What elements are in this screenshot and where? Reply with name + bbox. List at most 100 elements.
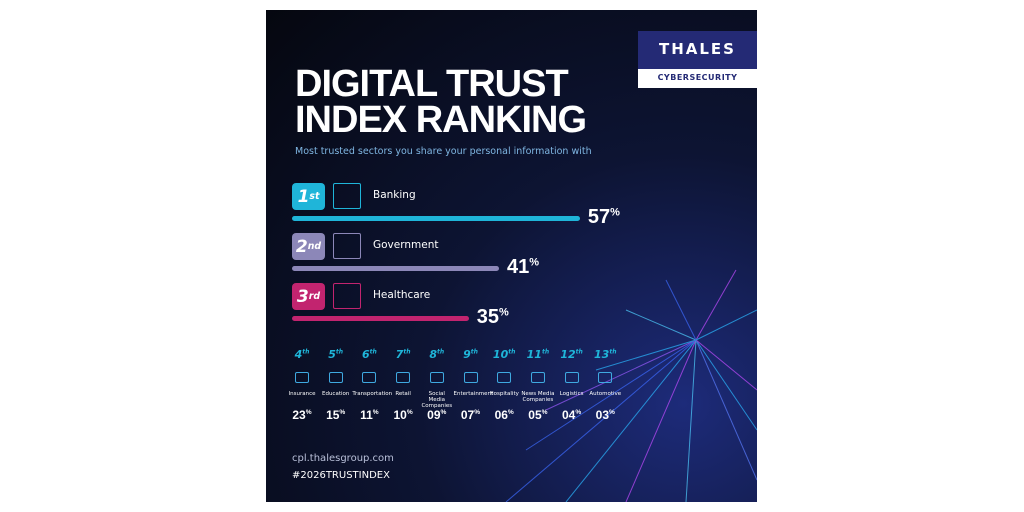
rank-suffix: th — [470, 348, 478, 356]
value: 07 — [460, 408, 475, 422]
bar — [292, 216, 580, 221]
value-label: 03% — [585, 408, 625, 422]
unit: % — [609, 409, 615, 416]
rank-suffix: th — [575, 348, 583, 356]
rank: 10th — [487, 348, 521, 361]
rank-suffix: rd — [308, 291, 321, 302]
unit: % — [507, 409, 514, 416]
rank-number: 5 — [328, 348, 336, 361]
rank-number: 8 — [429, 348, 438, 361]
value-label: 07% — [451, 408, 491, 422]
sector-label: Education — [321, 391, 350, 397]
sector-label: Automotive — [589, 391, 622, 397]
rank: 11th — [521, 348, 555, 361]
rank-number: 3 — [296, 286, 309, 307]
subtitle: Most trusted sectors you share your pers… — [295, 146, 592, 157]
sector-icon — [463, 372, 478, 383]
bar — [292, 266, 500, 271]
value: 10 — [393, 408, 407, 422]
value-label: 35% — [477, 306, 509, 329]
value-label: 04% — [552, 408, 592, 422]
value: 35 — [476, 306, 499, 328]
unit: % — [575, 409, 582, 416]
unit: % — [339, 409, 346, 416]
rank: 6th — [352, 348, 386, 361]
unit: % — [305, 409, 312, 416]
rank-suffix: th — [369, 348, 377, 356]
sector-label: Logistics — [559, 391, 584, 397]
unit: % — [499, 306, 509, 319]
sector-label: News Media Companies — [521, 391, 555, 403]
value: 15 — [326, 408, 340, 422]
rank: 9th — [454, 348, 488, 361]
value-label: 09% — [417, 408, 457, 422]
rank-number: 6 — [361, 348, 370, 361]
rank-suffix: th — [508, 348, 516, 356]
value: 11 — [360, 408, 373, 422]
sector-label: Social Media Companies — [421, 391, 453, 409]
value: 57 — [587, 206, 611, 228]
value: 23 — [292, 408, 306, 422]
sector-label: Banking — [373, 189, 416, 201]
sector-label: Hospitality — [489, 391, 519, 397]
rank: 8th — [420, 348, 454, 361]
sector-icon — [429, 372, 444, 383]
bar — [292, 316, 469, 321]
sector-icon — [362, 372, 377, 383]
sector-icon — [598, 372, 613, 383]
rank-number: 13 — [594, 348, 610, 361]
rank-suffix: th — [541, 348, 550, 356]
rank-number: 1 — [297, 186, 310, 207]
rank-suffix: th — [335, 348, 344, 356]
rank: 13th — [588, 348, 622, 361]
sector-icon — [333, 283, 361, 309]
sector-label: Government — [373, 239, 439, 251]
rank-number: 11 — [526, 348, 542, 361]
sector-icon — [497, 372, 512, 383]
rank: 4th — [285, 348, 319, 361]
unit: % — [541, 409, 548, 416]
value: 04 — [561, 408, 576, 422]
rank-number: 12 — [560, 348, 576, 361]
sector-label: Entertainment — [453, 391, 494, 397]
brand-name: THALES — [658, 40, 736, 58]
value-label: 57% — [588, 206, 620, 229]
rank-suffix: th — [403, 348, 411, 356]
sector-icon — [333, 233, 361, 259]
title: DIGITAL TRUST — [295, 63, 569, 105]
footer-hashtag: #2026TRUSTINDEX — [292, 470, 390, 481]
sector-label: Insurance — [288, 391, 316, 397]
infographic: THALES CYBERSECURITY DIGITAL TRUST INDEX… — [266, 10, 757, 502]
unit: % — [440, 409, 447, 416]
sector-icon — [564, 372, 579, 383]
unit: % — [610, 206, 620, 219]
rank-number: 9 — [463, 348, 471, 361]
value-label: 41% — [507, 256, 539, 279]
value-label: 10% — [383, 408, 423, 422]
rank-number: 2 — [295, 236, 308, 257]
value-label: 15% — [316, 408, 356, 422]
sector-icon — [333, 183, 361, 209]
rank-suffix: th — [437, 348, 445, 356]
value: 41 — [507, 256, 530, 278]
rank-suffix: nd — [307, 241, 322, 252]
sector-icon — [530, 372, 545, 383]
sector-label: Retail — [395, 391, 411, 397]
value: 09 — [427, 408, 441, 422]
sector-label: Transportation — [352, 391, 393, 397]
sector-icon — [328, 372, 343, 383]
rank-suffix: th — [609, 348, 617, 356]
rank-number: 10 — [492, 348, 509, 361]
unit: % — [372, 409, 379, 416]
value-label: 23% — [282, 408, 322, 422]
sector-icon — [295, 372, 309, 383]
value: 03 — [595, 408, 610, 422]
value: 06 — [494, 408, 508, 422]
value-label: 11% — [349, 408, 389, 422]
sector-icon — [396, 372, 411, 383]
rank-suffix: st — [309, 191, 320, 202]
